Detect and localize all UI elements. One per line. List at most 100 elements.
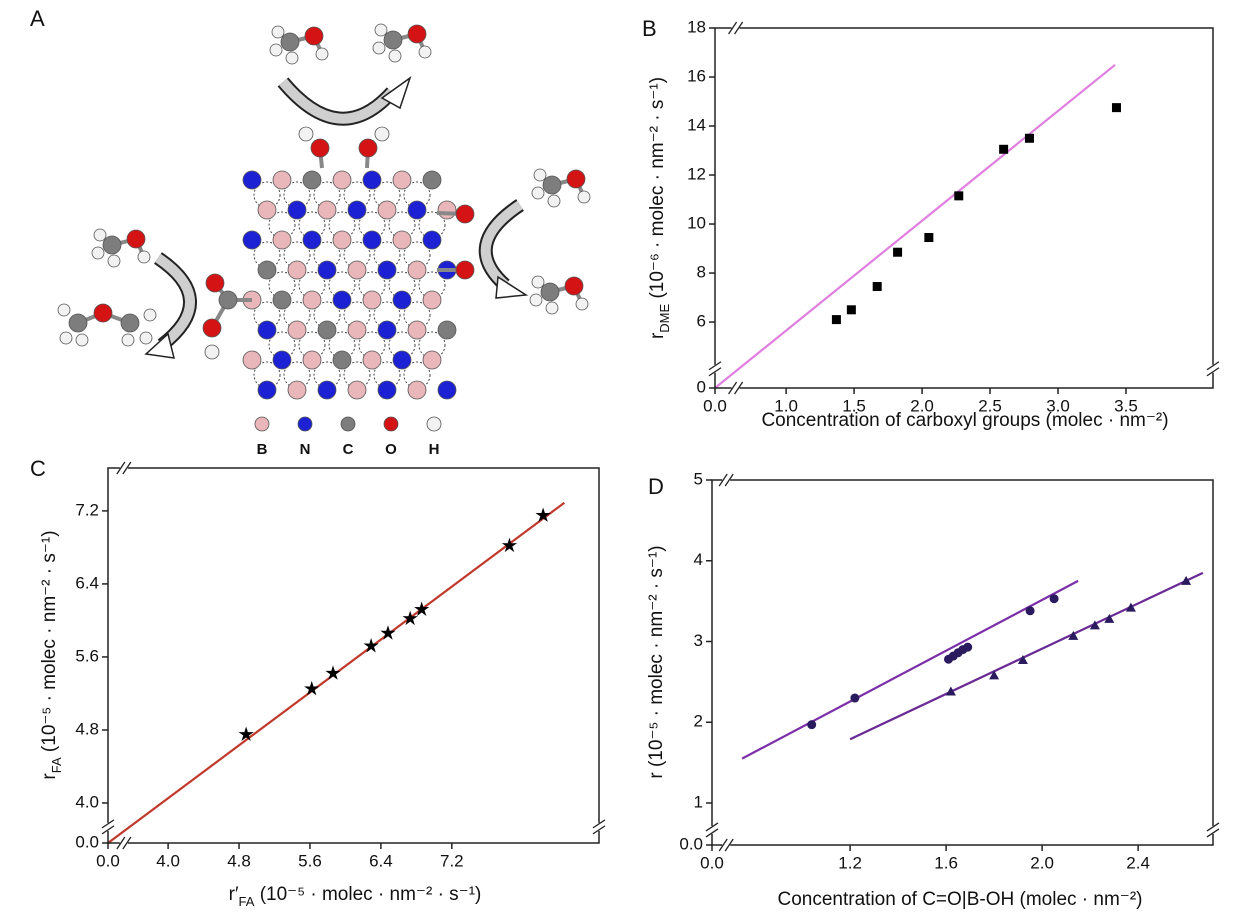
y-tick-label: 14 — [687, 116, 706, 135]
atom — [423, 351, 441, 369]
atom — [138, 251, 150, 263]
atom — [273, 231, 291, 249]
marker — [954, 191, 963, 200]
atom — [303, 291, 321, 309]
axis-label-part: FA — [239, 894, 255, 909]
atom — [303, 171, 321, 189]
atom — [94, 304, 112, 322]
atom — [532, 187, 544, 199]
legend-label: N — [300, 441, 311, 458]
atom — [103, 236, 121, 254]
atom — [273, 171, 291, 189]
atom — [219, 291, 237, 309]
y-tick-label: 1 — [694, 792, 703, 811]
atom — [121, 314, 139, 332]
atom — [270, 44, 282, 56]
atom — [299, 127, 313, 141]
atom — [318, 381, 336, 399]
atom — [69, 314, 87, 332]
atom — [348, 261, 366, 279]
legend-label: B — [257, 441, 268, 458]
atom — [243, 171, 261, 189]
atom — [205, 345, 219, 359]
atom — [419, 46, 431, 58]
axis-label-part: Concentration of carboxyl groups (molec … — [761, 410, 1168, 431]
atom — [373, 42, 385, 54]
marker — [893, 248, 902, 257]
atom — [393, 351, 411, 369]
y-tick-label: 10 — [687, 214, 706, 233]
axis-label: Concentration of C=O|B-OH (molec · nm⁻²) — [778, 889, 1143, 910]
atom — [576, 298, 588, 310]
atom — [206, 274, 224, 292]
marker — [1026, 606, 1035, 615]
marker — [832, 315, 841, 324]
atom — [456, 261, 474, 279]
atom — [423, 231, 441, 249]
axis-label: Concentration of carboxyl groups (molec … — [761, 410, 1168, 431]
x-tick-label: 7.2 — [440, 851, 464, 870]
atom — [58, 304, 70, 316]
atom — [273, 291, 291, 309]
atom — [203, 319, 221, 337]
panel-label: A — [30, 6, 45, 31]
axis-label: rFA (10⁻⁵ · molec · nm⁻² · s⁻¹) — [39, 530, 64, 779]
atom — [543, 176, 561, 194]
y-tick-label: 0 — [697, 377, 706, 396]
y-tick-label: 4 — [694, 550, 703, 569]
atom — [532, 276, 544, 288]
x-tick-label: 0.0 — [703, 396, 727, 415]
atom — [359, 139, 377, 157]
legend-label: O — [385, 441, 397, 458]
atom — [534, 169, 546, 181]
atom — [384, 31, 402, 49]
marker — [1025, 134, 1034, 143]
marker — [1050, 594, 1059, 603]
y-tick-label: 3 — [694, 631, 703, 650]
atom — [281, 33, 299, 51]
atom — [408, 25, 426, 43]
atom — [378, 261, 396, 279]
marker — [963, 643, 972, 652]
axis-label: r (10⁻⁵ · molec · nm⁻² · s⁻¹) — [646, 545, 667, 778]
y-tick-label: 4.0 — [75, 792, 99, 811]
atom — [378, 321, 396, 339]
atom — [60, 332, 72, 344]
atom — [548, 195, 560, 207]
atom — [348, 381, 366, 399]
atom — [273, 351, 291, 369]
marker — [989, 670, 999, 679]
atom — [408, 381, 426, 399]
axis-label-part: r (10⁻⁵ · molec · nm⁻² · s⁻¹) — [646, 545, 667, 778]
atom — [298, 417, 312, 431]
atom — [333, 231, 351, 249]
legend-label: C — [343, 441, 354, 458]
x-tick-label: 4.0 — [156, 851, 180, 870]
fit-line — [850, 573, 1203, 739]
marker — [924, 233, 933, 242]
x-tick-label: 0.0 — [700, 853, 724, 872]
y-tick-label: 6.4 — [75, 573, 99, 592]
atom — [348, 201, 366, 219]
atom — [333, 351, 351, 369]
legend-label: H — [429, 441, 440, 458]
atom — [94, 229, 106, 241]
atom — [288, 381, 306, 399]
arrow-head — [496, 277, 526, 298]
atom — [438, 381, 456, 399]
atom — [578, 191, 590, 203]
atom — [272, 26, 284, 38]
x-tick-label: 2.0 — [1030, 853, 1054, 872]
atom — [305, 27, 323, 45]
atom — [127, 230, 145, 248]
atom — [408, 261, 426, 279]
atom — [384, 417, 398, 431]
atom — [303, 231, 321, 249]
atom — [316, 48, 328, 60]
atom — [393, 291, 411, 309]
plot-frame — [715, 28, 1213, 388]
atom — [288, 201, 306, 219]
x-tick-label: 1.6 — [934, 853, 958, 872]
atom — [92, 247, 104, 259]
x-tick-label: 4.8 — [227, 851, 251, 870]
